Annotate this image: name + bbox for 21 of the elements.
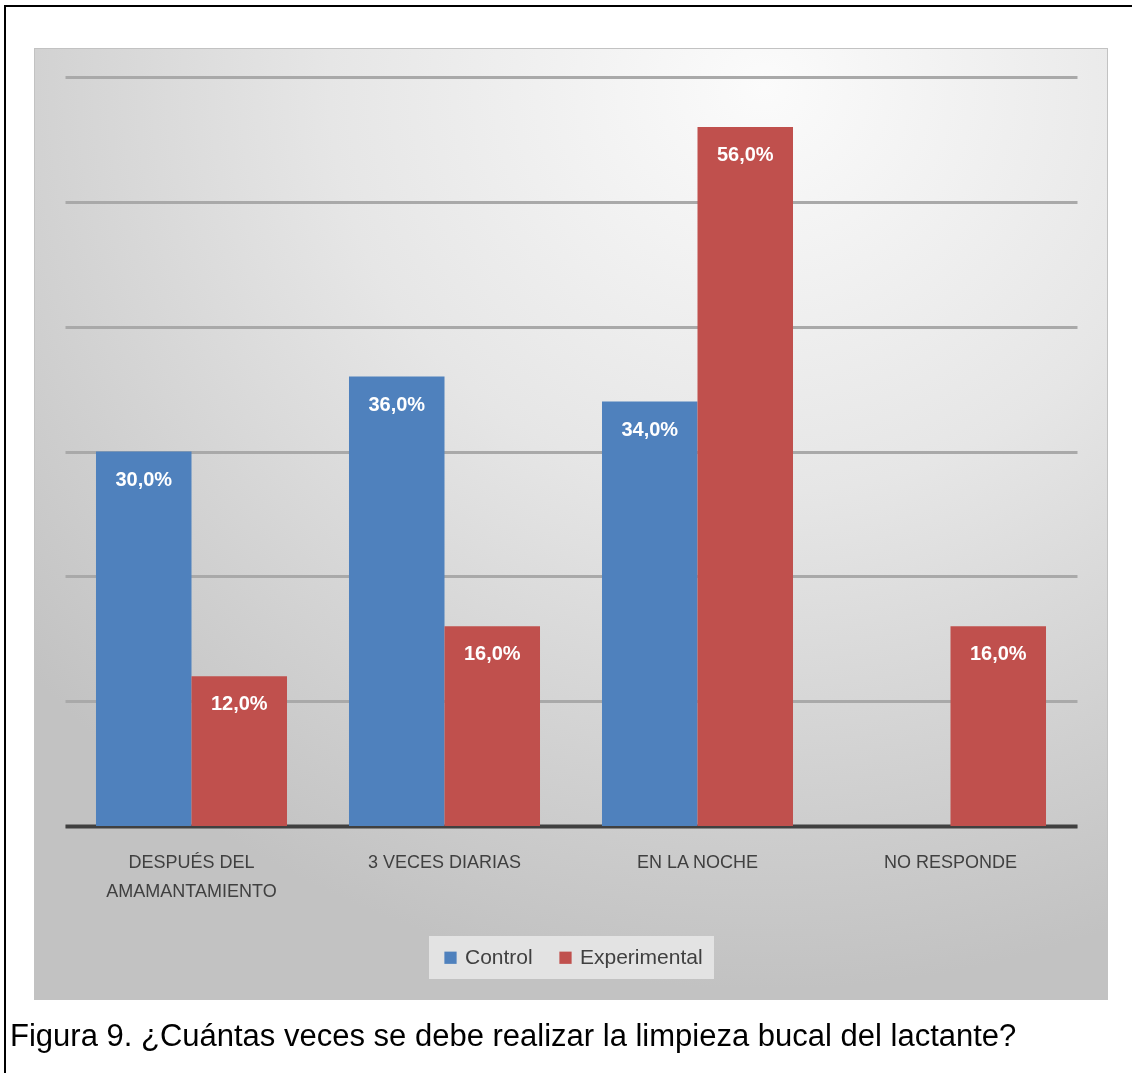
bar [601,401,698,826]
legend-label: Control [465,944,533,968]
data-label: 30,0% [115,467,173,490]
x-tick-label: NO RESPONDE [883,851,1018,872]
data-label: 12,0% [210,692,268,715]
bar [191,676,288,826]
bar [950,626,1047,826]
bar [444,626,541,826]
data-label: 56,0% [716,142,774,165]
text: Figura 9. ¿Cuántas veces se debe realizar la limpieza bucal del lactante? [10,1018,1017,1054]
legend-label: Experimental [580,944,703,968]
bar [348,376,445,826]
data-label: 34,0% [621,417,679,440]
x-tick-label: 3 VECES DIARIAS [367,851,522,872]
data-label: 36,0% [368,392,426,415]
x-tick-label: DESPUÉS DEL AMAMANTAMIENTO [106,851,277,901]
bar [697,126,794,826]
x-tick-label: EN LA NOCHE [636,851,759,872]
bar [95,451,192,826]
data-label: 16,0% [463,642,521,665]
data-label: 16,0% [969,642,1027,665]
